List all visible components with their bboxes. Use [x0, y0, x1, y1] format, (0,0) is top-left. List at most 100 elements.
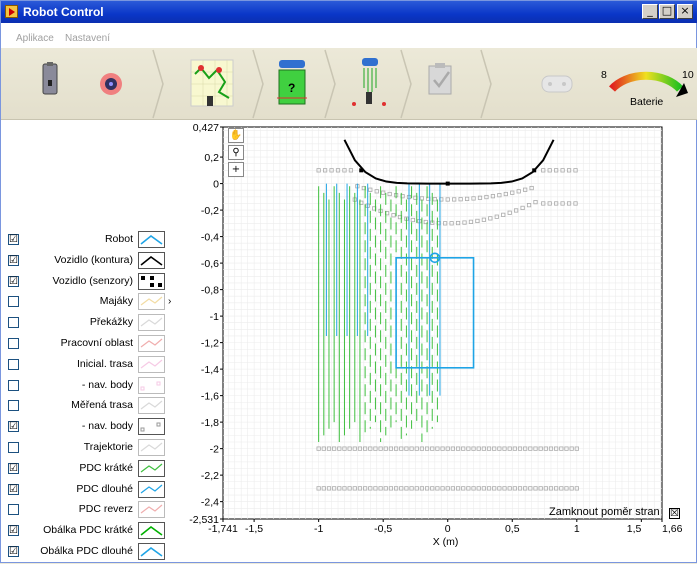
cursor-tool-icon[interactable]: +	[228, 162, 244, 177]
minimize-button[interactable]: _	[642, 4, 658, 19]
robot-center-marker	[429, 252, 441, 264]
maximize-button[interactable]: □	[659, 4, 675, 19]
line-icon[interactable]	[138, 480, 165, 498]
legend-row: Překážky	[1, 314, 186, 332]
layer-checkbox[interactable]	[8, 400, 19, 412]
title-bar[interactable]: Robot Control _ □ ×	[1, 1, 697, 23]
nav-point	[363, 486, 368, 491]
gamepad-button[interactable]	[538, 48, 578, 120]
points-icon[interactable]	[138, 376, 165, 394]
nav-point	[543, 486, 548, 491]
layer-label: Vozidlo (senzory)	[52, 274, 133, 287]
legend-row: ☑ - nav. body	[1, 418, 186, 436]
layer-checkbox[interactable]: ☑	[8, 483, 19, 495]
line-icon[interactable]	[138, 355, 165, 373]
robot-device-button[interactable]	[37, 48, 73, 120]
y-tick-label: -0,2	[201, 205, 219, 217]
route-map-button[interactable]	[189, 48, 239, 120]
layer-label: Pracovní oblast	[60, 337, 133, 349]
menu-nastaveni[interactable]: Nastavení	[65, 33, 111, 44]
pan-tool-icon[interactable]: ✋	[228, 128, 244, 143]
nav-point	[529, 185, 534, 191]
nav-point	[393, 446, 399, 451]
line-icon[interactable]	[138, 501, 165, 519]
nav-point	[477, 195, 483, 200]
nav-point	[383, 486, 388, 491]
nav-point	[455, 486, 461, 491]
layer-checkbox[interactable]: ☑	[8, 421, 19, 433]
nav-point	[419, 446, 425, 451]
nav-point	[564, 486, 569, 491]
x-tick-label: -1,5	[245, 523, 263, 535]
layer-checkbox[interactable]: ☑	[8, 525, 19, 537]
layer-checkbox[interactable]: ☑	[8, 546, 19, 557]
layer-checkbox[interactable]: ☑	[8, 234, 19, 245]
layer-checkbox[interactable]: ☑	[8, 462, 19, 474]
menu-aplikace[interactable]: Aplikace	[16, 33, 54, 44]
layer-checkbox[interactable]: ☑	[8, 254, 19, 266]
legend-row: ☑ Vozidlo (kontura)	[1, 251, 186, 270]
zoom-tool-icon[interactable]: ⚲	[228, 145, 244, 160]
layer-checkbox[interactable]	[8, 296, 19, 308]
arrow-up-icon[interactable]	[138, 522, 165, 540]
camera-button[interactable]	[99, 48, 135, 120]
line-icon[interactable]	[138, 397, 165, 415]
legend-row: Trajektorie	[1, 439, 186, 457]
arrow-up-icon[interactable]	[138, 251, 165, 269]
checklist-button[interactable]	[423, 48, 459, 120]
line-icon[interactable]	[138, 293, 165, 311]
nav-point	[464, 196, 470, 201]
measure-button[interactable]: ?	[273, 48, 313, 120]
x-tick-label: -0,5	[374, 523, 392, 535]
line-icon[interactable]	[138, 459, 165, 477]
points-icon[interactable]	[138, 418, 165, 436]
nav-point	[517, 446, 523, 451]
nav-point	[368, 486, 373, 491]
nav-point	[435, 486, 440, 491]
nav-point	[492, 446, 497, 451]
line-icon[interactable]	[138, 335, 165, 352]
nav-point	[528, 446, 533, 451]
layer-checkbox[interactable]	[8, 358, 19, 370]
layer-checkbox[interactable]	[8, 317, 19, 329]
nav-point	[476, 486, 481, 491]
nav-point	[449, 221, 454, 226]
dots-icon[interactable]	[138, 272, 165, 290]
y-tick-label: -2,2	[201, 470, 219, 482]
layer-checkbox[interactable]	[8, 338, 19, 349]
layer-label: PDC dlouhé	[76, 482, 133, 495]
vehicle-sensor	[532, 168, 537, 173]
layer-checkbox[interactable]	[8, 379, 19, 391]
line-icon[interactable]	[138, 314, 165, 332]
nav-point	[476, 446, 481, 451]
nav-point	[497, 446, 502, 451]
nav-point	[399, 486, 404, 491]
arrow-up-icon[interactable]	[138, 231, 165, 248]
nav-point	[461, 486, 466, 491]
nav-point	[423, 219, 428, 225]
layer-checkbox[interactable]: ☑	[8, 275, 19, 287]
lock-aspect-checkbox[interactable]: ☒	[669, 508, 680, 519]
nav-point	[471, 196, 476, 201]
close-button[interactable]: ×	[677, 4, 693, 19]
legend-row: - nav. body	[1, 376, 186, 395]
chevron-separator-icon	[152, 49, 164, 119]
arrow-up-icon[interactable]	[138, 543, 165, 560]
legend-collapse-arrow-icon[interactable]: ›	[168, 296, 172, 308]
nav-point	[329, 168, 334, 173]
nav-point	[514, 208, 519, 213]
nav-point	[450, 486, 455, 491]
nav-point	[523, 486, 528, 491]
route-map-icon	[190, 59, 234, 107]
layer-checkbox[interactable]	[8, 504, 19, 516]
nav-point	[432, 197, 437, 202]
sensors-button[interactable]	[346, 48, 388, 120]
nav-point	[409, 486, 414, 491]
menu-bar: Aplikace Nastavení	[1, 33, 697, 47]
gauge-max-label: 10	[682, 69, 694, 81]
line-icon[interactable]	[138, 439, 165, 456]
y-tick-label: -2	[210, 444, 219, 456]
position-plot: 0,427 0,2 0 -0,2 -0,4 -0,6 -0,8 -1 -1,2 -1,4 -1,6 -…	[189, 122, 682, 548]
layer-label: Vozidlo (kontura)	[54, 253, 133, 266]
layer-checkbox[interactable]	[8, 442, 19, 453]
